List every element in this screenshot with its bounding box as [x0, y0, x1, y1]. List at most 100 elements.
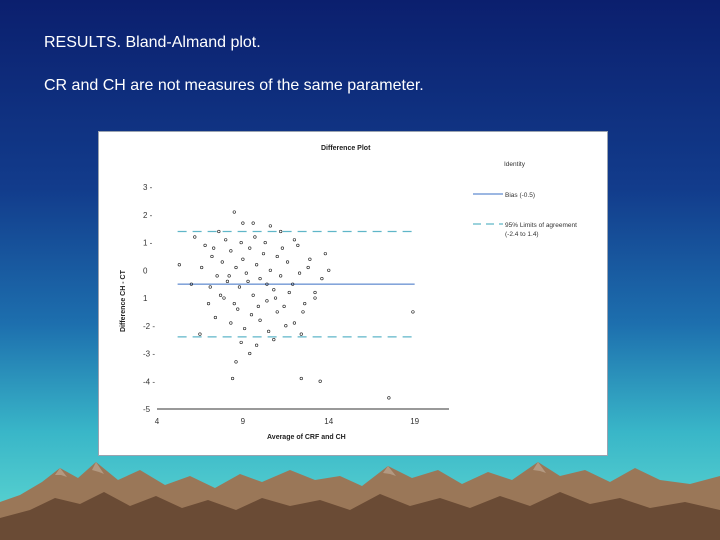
scatter-point	[220, 260, 224, 264]
scatter-point	[275, 310, 279, 314]
scatter-point	[299, 332, 303, 336]
scatter-point	[234, 265, 238, 270]
slide-title: RESULTS. Bland-Almand plot.	[44, 34, 261, 51]
scatter-point	[279, 274, 283, 278]
x-tick-label: 4	[155, 417, 160, 426]
scatter-point	[253, 235, 257, 239]
scatter-point	[232, 210, 236, 214]
scatter-point	[268, 224, 272, 228]
y-tick-label: 3 -	[143, 183, 153, 192]
scatter-point	[251, 221, 255, 225]
scatter-point	[210, 254, 214, 259]
scatter-point	[229, 321, 233, 325]
scatter-point	[212, 246, 216, 250]
scatter-point	[230, 376, 235, 381]
chart-title: Difference Plot	[321, 145, 371, 152]
scatter-point	[255, 263, 259, 267]
scatter-point	[267, 329, 271, 333]
scatter-point	[275, 254, 279, 259]
scatter-point	[218, 293, 223, 297]
scatter-point	[303, 301, 307, 306]
scatter-point	[285, 260, 290, 264]
scatter-point	[243, 326, 247, 331]
y-tick-label: 0	[143, 266, 148, 275]
scatter-point	[268, 268, 272, 272]
scatter-point	[273, 296, 278, 300]
y-tick-label: 2 -	[143, 211, 153, 220]
scatter-point	[236, 307, 240, 311]
scatter-point	[282, 304, 286, 308]
scatter-point	[261, 252, 266, 256]
scatter-point	[198, 332, 202, 336]
scatter-point	[229, 249, 233, 253]
x-tick-labels: 4 9 14 19	[155, 417, 420, 426]
scatter-points	[177, 210, 415, 400]
scatter-point	[237, 285, 242, 289]
scatter-point	[239, 340, 243, 345]
scatter-point	[248, 351, 252, 356]
legend-bias-label: Bias (-0.5)	[505, 192, 535, 199]
scatter-point	[284, 324, 288, 328]
scatter-point	[323, 252, 327, 256]
scatter-point	[246, 279, 250, 284]
scatter-point	[318, 379, 322, 383]
y-tick-label: -4 -	[143, 377, 155, 386]
scatter-point	[263, 240, 267, 245]
scatter-point	[411, 310, 415, 314]
y-axis-title: Difference CH - CT	[120, 269, 127, 332]
y-tick-labels: 3 - 2 - 1 - 0 1 -2 - -3 - -4 - -5	[143, 183, 155, 414]
scatter-point	[249, 313, 254, 317]
scatter-point	[255, 343, 259, 347]
scatter-point	[313, 296, 317, 300]
scatter-point	[206, 301, 211, 306]
scatter-point	[189, 282, 193, 286]
scatter-point	[291, 282, 295, 286]
scatter-point	[308, 257, 312, 261]
scatter-point	[251, 293, 255, 297]
scatter-point	[280, 246, 284, 250]
scatter-point	[193, 235, 197, 239]
y-tick-label: 1 -	[143, 239, 153, 248]
scatter-point	[225, 279, 230, 284]
scatter-point	[208, 285, 212, 289]
scatter-point	[279, 229, 283, 234]
chart-panel: Difference Plot Difference CH - CT Avera…	[98, 131, 608, 456]
scatter-point	[301, 310, 305, 314]
scatter-point	[299, 376, 303, 381]
scatter-point	[287, 290, 291, 295]
difference-plot: Difference Plot Difference CH - CT Avera…	[120, 145, 577, 441]
scatter-point	[203, 243, 207, 247]
scatter-point	[227, 274, 231, 278]
scatter-point	[272, 288, 276, 292]
scatter-point	[234, 360, 238, 364]
scatter-point	[265, 299, 269, 303]
y-tick-label: -5	[143, 405, 151, 414]
scatter-point	[320, 277, 324, 281]
scatter-point	[306, 265, 310, 270]
x-tick-label: 9	[241, 417, 246, 426]
scatter-point	[248, 246, 252, 250]
scatter-point	[272, 338, 276, 342]
scatter-point	[296, 243, 300, 247]
scatter-point	[258, 318, 262, 322]
scatter-point	[215, 274, 219, 278]
scatter-point	[313, 290, 317, 295]
scatter-point	[200, 265, 204, 270]
scatter-point	[177, 263, 181, 267]
scatter-point	[256, 304, 260, 308]
scatter-point	[387, 396, 391, 400]
scatter-point	[241, 257, 245, 261]
x-axis-title: Average of CRF and CH	[267, 434, 346, 441]
x-tick-label: 19	[410, 417, 419, 426]
scatter-point	[297, 271, 302, 275]
y-tick-label: -3 -	[143, 350, 155, 359]
mountain-range-illustration	[0, 462, 720, 540]
legend-title: Identity	[504, 161, 526, 168]
y-tick-label: 1	[143, 294, 148, 303]
x-tick-label: 14	[324, 417, 333, 426]
scatter-point	[327, 268, 331, 272]
reference-lines	[177, 230, 415, 338]
scatter-point	[244, 271, 248, 275]
scatter-point	[217, 229, 221, 234]
scatter-point	[292, 238, 297, 242]
